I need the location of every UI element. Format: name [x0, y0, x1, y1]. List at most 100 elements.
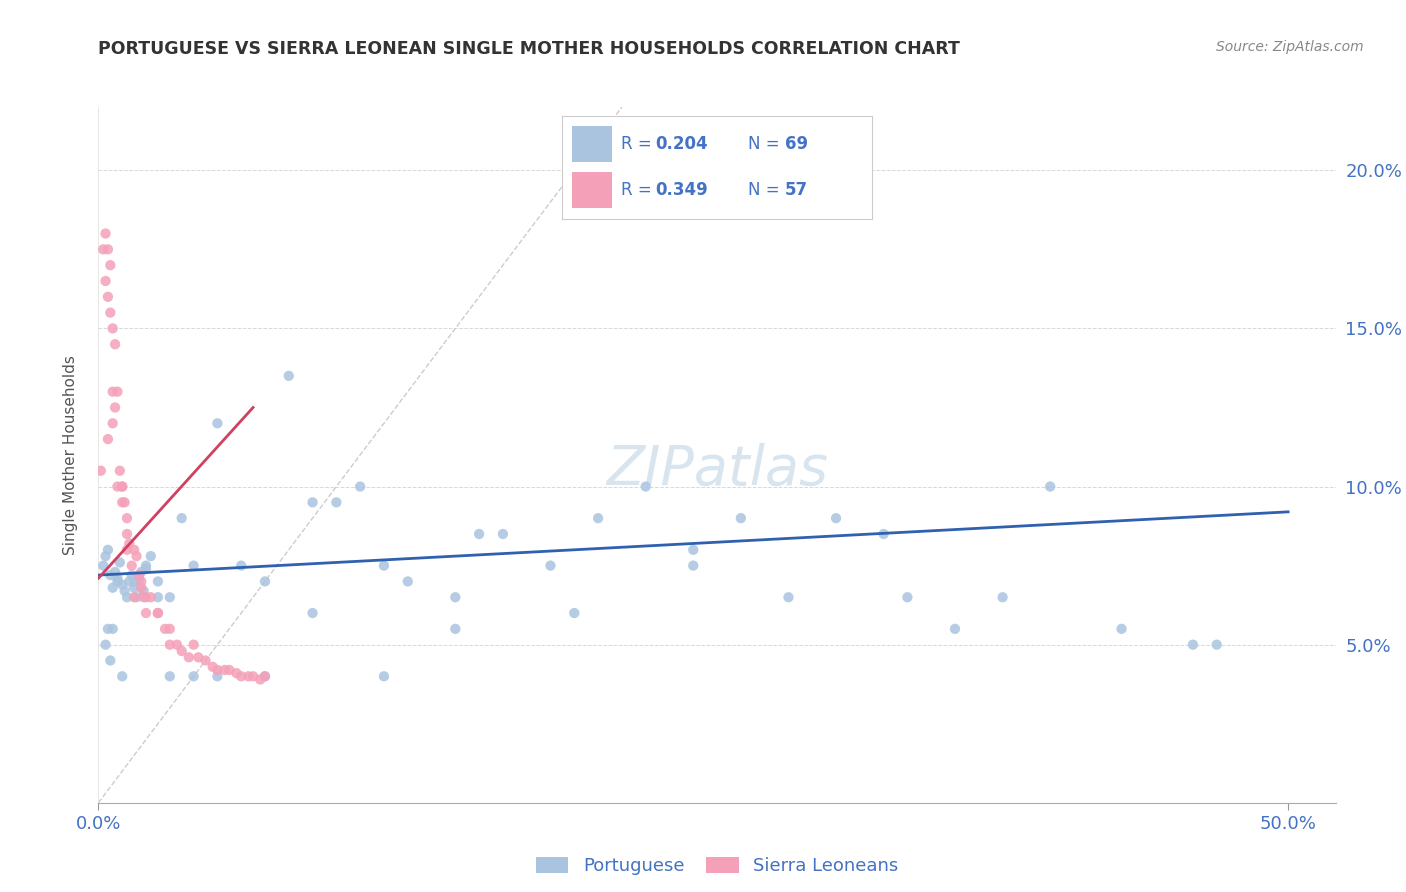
Text: PORTUGUESE VS SIERRA LEONEAN SINGLE MOTHER HOUSEHOLDS CORRELATION CHART: PORTUGUESE VS SIERRA LEONEAN SINGLE MOTH… [98, 40, 960, 58]
Point [166, 638, 188, 652]
Point [468, 527, 491, 541]
Text: 69: 69 [785, 136, 808, 153]
Point [277, 368, 299, 383]
Point [104, 565, 127, 579]
Point [214, 663, 236, 677]
Legend: Portuguese, Sierra Leoneans: Portuguese, Sierra Leoneans [527, 848, 907, 884]
Point [872, 527, 894, 541]
Point [97, 622, 120, 636]
Point [98, 568, 121, 582]
Point [562, 606, 585, 620]
Point [115, 511, 138, 525]
Text: ZIPatlas: ZIPatlas [606, 442, 828, 495]
Point [139, 591, 162, 605]
Point [135, 562, 157, 576]
Point [1111, 622, 1133, 636]
Point [122, 542, 145, 557]
Point [111, 669, 134, 683]
Text: N =: N = [748, 136, 785, 153]
Point [396, 574, 419, 589]
Point [94, 549, 117, 563]
Point [135, 558, 157, 573]
Point [129, 581, 152, 595]
Point [97, 542, 120, 557]
Point [111, 577, 134, 591]
Text: R =: R = [621, 181, 657, 199]
Point [114, 495, 136, 509]
Point [146, 606, 169, 620]
Point [122, 591, 145, 605]
Point [896, 591, 918, 605]
Point [90, 464, 112, 478]
Point [207, 669, 229, 683]
Point [170, 511, 193, 525]
Point [159, 591, 181, 605]
Point [107, 574, 129, 589]
Point [1181, 638, 1204, 652]
Point [444, 591, 467, 605]
Point [97, 290, 120, 304]
Point [111, 479, 134, 493]
Point [242, 669, 264, 683]
Point [98, 653, 121, 667]
Point [135, 591, 157, 605]
Point [122, 581, 145, 595]
Point [125, 549, 148, 563]
Point [91, 243, 114, 257]
Point [128, 571, 150, 585]
Point [207, 663, 229, 677]
Point [183, 669, 205, 683]
Text: Source: ZipAtlas.com: Source: ZipAtlas.com [1216, 40, 1364, 54]
Point [132, 591, 155, 605]
Point [107, 571, 129, 585]
Point [101, 384, 124, 399]
Point [111, 479, 134, 493]
Point [991, 591, 1014, 605]
Point [231, 558, 253, 573]
Point [129, 565, 152, 579]
Point [249, 673, 271, 687]
Point [159, 638, 181, 652]
Point [101, 581, 124, 595]
Point [1039, 479, 1062, 493]
Point [207, 417, 229, 431]
Point [634, 479, 657, 493]
Point [159, 669, 181, 683]
Point [231, 669, 253, 683]
Point [146, 606, 169, 620]
Point [101, 417, 124, 431]
Point [98, 258, 121, 272]
Point [159, 622, 181, 636]
Point [253, 669, 276, 683]
Point [115, 527, 138, 541]
Point [121, 568, 143, 582]
FancyBboxPatch shape [572, 127, 612, 162]
Point [118, 574, 141, 589]
Point [253, 669, 276, 683]
Point [825, 511, 848, 525]
Point [225, 666, 247, 681]
FancyBboxPatch shape [572, 172, 612, 208]
Point [146, 574, 169, 589]
Point [132, 583, 155, 598]
Point [373, 558, 395, 573]
Point [301, 495, 323, 509]
Point [122, 574, 145, 589]
Point [325, 495, 347, 509]
Point [114, 583, 136, 598]
Point [121, 558, 143, 573]
Point [104, 337, 127, 351]
Point [97, 243, 120, 257]
Point [682, 558, 704, 573]
Point [682, 542, 704, 557]
Point [218, 663, 240, 677]
Point [101, 622, 124, 636]
Point [94, 227, 117, 241]
Text: 0.349: 0.349 [655, 181, 709, 199]
Point [778, 591, 800, 605]
Text: N =: N = [748, 181, 785, 199]
Point [94, 274, 117, 288]
Point [91, 558, 114, 573]
Point [107, 384, 129, 399]
Point [586, 511, 609, 525]
